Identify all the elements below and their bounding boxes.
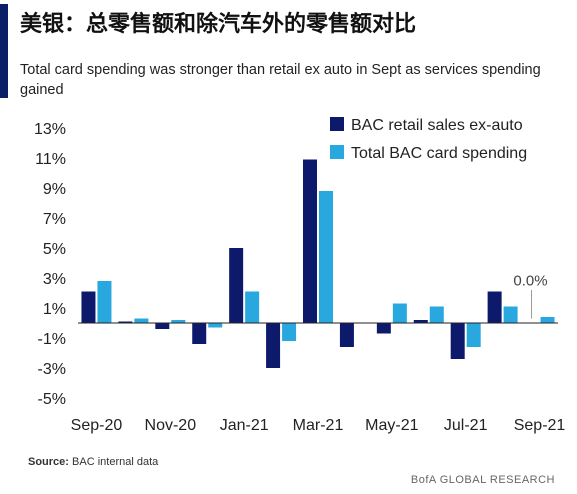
brand-label: BofA GLOBAL RESEARCH bbox=[410, 474, 555, 486]
source-label: Source: bbox=[28, 456, 69, 468]
bar-total-card-spending bbox=[540, 317, 555, 323]
bar-total-card-spending bbox=[134, 318, 149, 323]
bar-retail-ex-auto bbox=[487, 291, 502, 323]
bar-retail-ex-auto bbox=[376, 323, 391, 334]
bar-retail-ex-auto bbox=[266, 323, 281, 368]
y-tick-label: 3% bbox=[43, 271, 66, 288]
x-tick-label: Sep-21 bbox=[514, 417, 566, 434]
x-tick-label: Sep-20 bbox=[71, 417, 123, 434]
bar-total-card-spending bbox=[466, 323, 481, 347]
bar-total-card-spending bbox=[97, 281, 112, 323]
bar-total-card-spending bbox=[503, 306, 518, 323]
y-tick-label: 11% bbox=[35, 151, 66, 168]
page-title: 美银：总零售额和除汽车外的零售额对比 bbox=[20, 12, 417, 37]
legend-swatch bbox=[330, 145, 344, 159]
bar-total-card-spending bbox=[429, 306, 444, 323]
y-tick-label: 5% bbox=[43, 241, 66, 258]
legend-label: Total BAC card spending bbox=[351, 145, 527, 162]
bar-retail-ex-auto bbox=[450, 323, 465, 359]
x-tick-label: May-21 bbox=[365, 417, 418, 434]
bar-retail-ex-auto bbox=[81, 291, 96, 323]
accent-bar bbox=[0, 4, 8, 98]
bar-retail-ex-auto bbox=[229, 248, 244, 323]
x-tick-label: Jul-21 bbox=[444, 417, 488, 434]
bar-retail-ex-auto bbox=[118, 321, 133, 323]
y-tick-label: -3% bbox=[38, 361, 66, 378]
y-tick-label: 7% bbox=[43, 211, 66, 228]
x-tick-label: Mar-21 bbox=[293, 417, 344, 434]
bar-retail-ex-auto bbox=[339, 323, 354, 347]
bar-total-card-spending bbox=[245, 291, 260, 323]
chart-subtitle: Total card spending was stronger than re… bbox=[20, 62, 541, 98]
x-tick-label: Jan-21 bbox=[220, 417, 269, 434]
bar-total-card-spending bbox=[208, 323, 223, 328]
y-tick-label: 9% bbox=[43, 181, 66, 198]
legend-label: BAC retail sales ex-auto bbox=[351, 117, 523, 134]
data-label-annotation: 0.0% bbox=[513, 273, 547, 290]
bar-retail-ex-auto bbox=[413, 320, 428, 323]
bar-total-card-spending bbox=[282, 323, 297, 341]
y-tick-label: 1% bbox=[43, 301, 66, 318]
y-tick-label: 13% bbox=[34, 121, 66, 138]
bar-total-card-spending bbox=[319, 191, 333, 323]
bar-retail-ex-auto bbox=[192, 323, 207, 344]
bar-retail-ex-auto bbox=[303, 159, 317, 323]
source-text: BAC internal data bbox=[72, 456, 159, 468]
source-note: Source: BAC internal data bbox=[28, 456, 158, 468]
x-tick-label: Nov-20 bbox=[145, 417, 197, 434]
bar-retail-ex-auto bbox=[155, 323, 170, 329]
legend-swatch bbox=[330, 117, 344, 131]
y-tick-label: -1% bbox=[38, 331, 66, 348]
y-tick-label: -5% bbox=[38, 391, 66, 408]
bar-total-card-spending bbox=[171, 320, 186, 323]
bar-total-card-spending bbox=[392, 303, 407, 323]
